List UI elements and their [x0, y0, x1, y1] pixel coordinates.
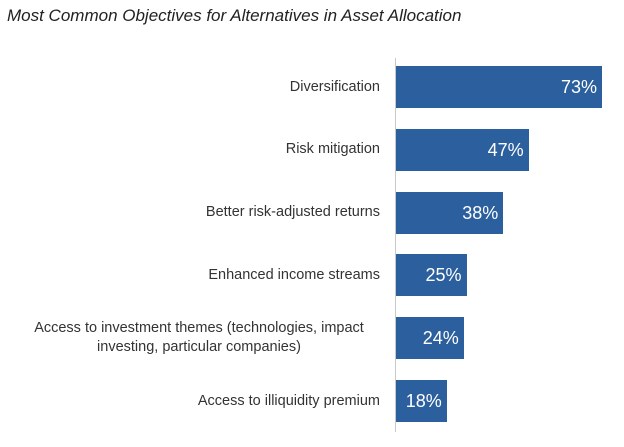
category-cell: Enhanced income streams — [10, 253, 380, 297]
value-label: 47% — [487, 139, 524, 160]
bar: 25% — [396, 254, 467, 297]
bar: 38% — [396, 191, 504, 234]
category-cell: Access to investment themes (technologie… — [10, 316, 380, 360]
category-label: Better risk-adjusted returns — [205, 204, 380, 221]
category-label: Access to investment themes (technologie… — [34, 320, 364, 356]
bar-row: Access to investment themes (technologie… — [0, 316, 624, 360]
bar: 24% — [396, 317, 464, 360]
value-label: 38% — [462, 202, 499, 223]
bar-row: Enhanced income streams 25% — [0, 253, 624, 297]
chart-title: Most Common Objectives for Alternatives … — [7, 6, 462, 25]
axis-line — [395, 58, 396, 432]
category-label: Access to illiquidity premium — [197, 392, 380, 409]
category-cell: Diversification — [10, 65, 380, 109]
value-label: 73% — [560, 77, 597, 97]
bar: 47% — [396, 128, 529, 171]
category-label: Diversification — [289, 78, 380, 95]
value-label: 18% — [405, 391, 442, 411]
value-label: 24% — [422, 328, 459, 349]
bar-row: Access to illiquidity premium 18% — [0, 379, 624, 423]
bar-row: Risk mitigation 47% — [0, 128, 624, 172]
category-cell: Better risk-adjusted returns — [10, 191, 380, 235]
category-label: Enhanced income streams — [208, 266, 380, 283]
value-label: 25% — [425, 265, 462, 286]
category-cell: Risk mitigation — [10, 128, 380, 172]
bar: 18% — [396, 380, 447, 422]
bar: 73% — [396, 66, 602, 108]
bar-row: Diversification 73% — [0, 65, 624, 109]
category-cell: Access to illiquidity premium — [10, 379, 380, 423]
bar-row: Better risk-adjusted returns 38% — [0, 191, 624, 235]
category-label: Risk mitigation — [285, 141, 380, 158]
